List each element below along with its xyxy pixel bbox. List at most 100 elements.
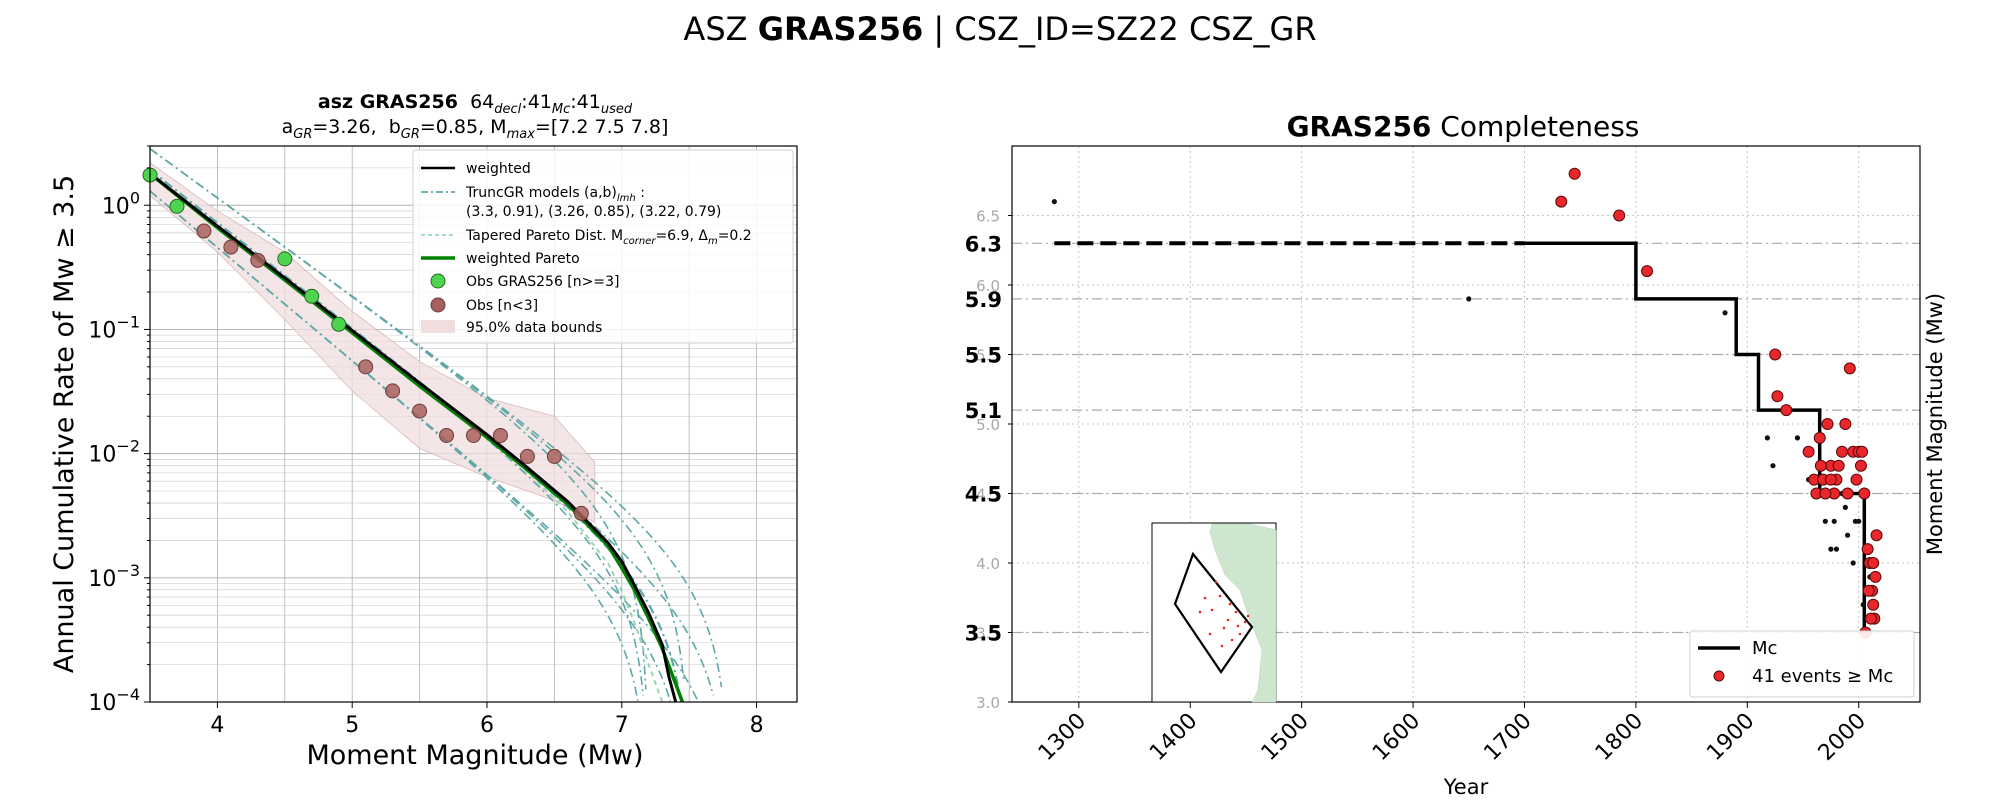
inset-epicenter-dot: [1246, 614, 1250, 618]
right-y-tick-label-minor: 4.0: [976, 555, 1000, 573]
event-below-mc: [1770, 463, 1776, 469]
event-above-mc: [1832, 459, 1845, 472]
event-below-mc: [1852, 518, 1858, 524]
obs-point-below-threshold: [196, 223, 212, 239]
figure-suptitle: ASZ GRAS256 | CSZ_ID=SZ22 CSZ_GR: [683, 10, 1316, 48]
trunc-gr-model-line: [149, 190, 672, 702]
event-above-mc: [1568, 167, 1581, 180]
event-above-mc: [1613, 209, 1626, 222]
event-below-mc: [1051, 199, 1057, 205]
inset-epicenter-dot: [1222, 626, 1226, 630]
event-above-mc: [1641, 265, 1654, 278]
right-x-tick-label: 1400: [1145, 709, 1202, 766]
right-x-axis-label: Year: [1443, 775, 1489, 799]
event-below-mc: [1466, 296, 1472, 302]
left-y-tick-label: 10−1: [88, 312, 140, 343]
left-x-tick-label: 6: [480, 713, 494, 738]
obs-point-below-threshold: [223, 239, 239, 255]
event-below-mc: [1850, 560, 1856, 566]
inset-epicenter-dot: [1238, 632, 1242, 636]
right-events: [1051, 167, 1883, 639]
suptitle-suffix: | CSZ_ID=SZ22 CSZ_GR: [923, 10, 1316, 48]
left-title-line1: asz GRAS256 64decl:41Mc:41used: [318, 91, 633, 117]
event-above-mc: [1850, 473, 1863, 486]
inset-epicenter-dot: [1234, 610, 1238, 614]
event-above-mc: [1771, 390, 1784, 403]
inset-source-zone-polygon: [1173, 551, 1254, 674]
right-y-tick-label-mc: 5.5: [965, 344, 1002, 368]
event-below-mc: [1828, 546, 1834, 552]
left-legend: weighted TruncGR models (a,b)lmh : (3.3, …: [412, 149, 794, 344]
obs-point-gras256: [277, 251, 293, 267]
left-legend-label: 95.0% data bounds: [466, 320, 602, 336]
event-above-mc: [1821, 418, 1834, 430]
obs-point-below-threshold: [492, 427, 508, 443]
right-x-tick-label: 1500: [1257, 709, 1314, 766]
count-used: 41: [577, 91, 601, 113]
legend-handle-obs-green: [430, 273, 446, 289]
right-y-tick-label-minor: 5.5: [976, 347, 1000, 365]
obs-point-gras256: [304, 288, 320, 304]
right-legend-box: [1689, 630, 1915, 698]
right-title: GRAS256 Completeness: [1287, 110, 1640, 143]
event-below-mc: [1722, 310, 1728, 316]
right-grid: [1012, 146, 1920, 703]
obs-point-below-threshold: [573, 505, 589, 521]
trunc-gr-model-line: [149, 190, 639, 702]
event-above-mc: [1836, 445, 1849, 458]
left-title-line2: aGR=3.26, bGR=0.85, Mmax=[7.2 7.5 7.8]: [282, 116, 669, 142]
obs-point-below-threshold: [546, 448, 562, 464]
event-above-mc: [1813, 431, 1826, 444]
mc-step-line: [1524, 241, 1873, 635]
event-above-mc: [1824, 473, 1837, 486]
right-x-tick-label: 1600: [1368, 709, 1425, 766]
event-above-mc: [1864, 612, 1877, 625]
inset-epicenter-dot: [1243, 620, 1247, 624]
suptitle-prefix: ASZ: [683, 10, 757, 48]
left-legend-label-line2: (3.3, 0.91), (3.26, 0.85), (3.22, 0.79): [466, 204, 721, 220]
location-inset-map: [1151, 522, 1277, 703]
right-x-tick-label: 1900: [1702, 709, 1759, 766]
right-x-tick-label: 1700: [1479, 709, 1536, 766]
event-below-mc: [1842, 504, 1848, 510]
obs-point-below-threshold: [385, 383, 401, 399]
event-above-mc: [1555, 195, 1568, 208]
event-below-mc: [1844, 532, 1851, 538]
obs-point-below-threshold: [250, 252, 266, 268]
event-above-mc: [1861, 543, 1874, 556]
inset-epicenter-dot: [1203, 596, 1207, 600]
right-y-axis-label: Moment Magnitude (Mw): [1923, 293, 1947, 555]
left-legend-label: weighted: [466, 161, 531, 177]
obs-point-below-threshold: [412, 403, 428, 419]
obs-point-below-threshold: [439, 427, 455, 443]
right-y-tick-label-mc: 4.5: [965, 483, 1002, 507]
right-y-tick-label-minor: 6.5: [976, 208, 1000, 226]
inset-epicenter-dot: [1214, 580, 1218, 584]
left-observations: [142, 167, 589, 521]
legend-handle-obs-brown: [430, 297, 446, 313]
event-above-mc: [1856, 445, 1869, 458]
inset-landmass-south: [1252, 685, 1276, 702]
event-above-mc: [1869, 570, 1882, 583]
inset-landmass: [1209, 523, 1277, 703]
event-below-mc: [1833, 546, 1840, 552]
event-above-mc: [1867, 557, 1880, 569]
left-x-tick-label: 7: [615, 713, 629, 738]
trunc-gr-model-line: [149, 169, 715, 696]
completeness-panel: GRAS256 Completeness 1300 1400 1500 1600 170…: [965, 110, 1947, 799]
sub-decl: decl: [494, 102, 521, 117]
legend-handle-events: [1713, 670, 1725, 682]
right-legend-label-events: 41 events ≥ Mc: [1752, 666, 1893, 687]
inset-epicenter-dot: [1198, 610, 1202, 614]
event-above-mc: [1867, 598, 1880, 611]
left-y-axis-label: Annual Cumulative Rate of Mw ≥ 3.5: [49, 175, 80, 673]
left-legend-box: [412, 149, 794, 344]
right-y-tick-label-minor: 3.5: [976, 625, 1000, 643]
right-y-tick-label-minor: 5.0: [976, 416, 1000, 434]
event-above-mc: [1780, 404, 1793, 417]
left-axes: 4 5 6 7 8 100 10−1 10−2 10−3 10−4: [88, 145, 764, 738]
right-legend-label-mc: Mc: [1752, 638, 1777, 659]
left-legend-label: weighted Pareto: [466, 251, 580, 267]
event-above-mc: [1862, 584, 1875, 597]
